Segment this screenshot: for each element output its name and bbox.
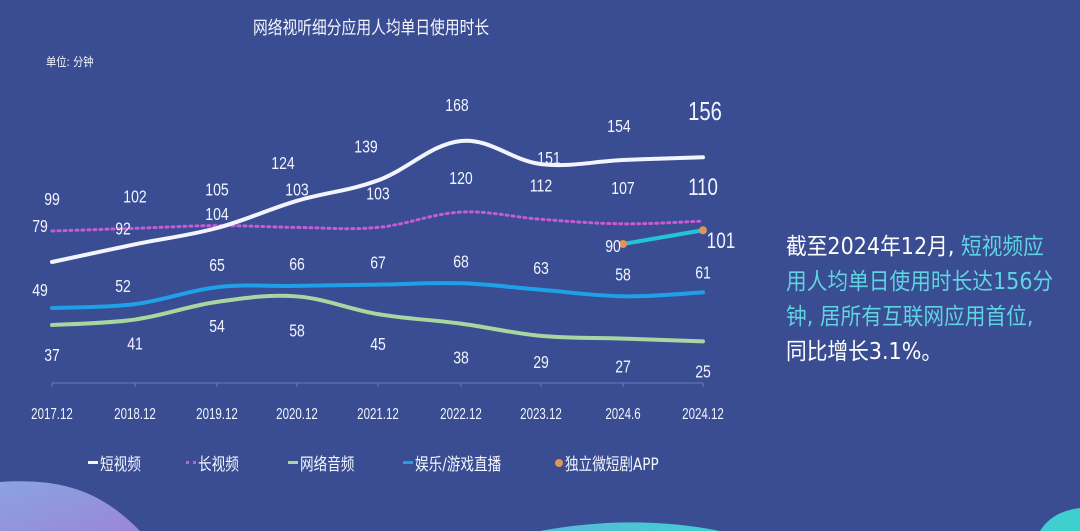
left-wave <box>0 481 140 531</box>
data-point-marker <box>619 240 627 248</box>
x-tick-label: 2022.12 <box>440 404 482 422</box>
x-tick-label: 2018.12 <box>114 404 156 422</box>
legend-item[interactable]: 长视频 <box>186 450 249 475</box>
callout-line-1: 截至2024年12月, 短视频应 <box>786 230 1056 265</box>
data-label: 101 <box>707 229 736 254</box>
series-line <box>50 210 705 233</box>
data-label: 45 <box>370 335 386 355</box>
chart-title: 网络视听细分应用人均单日使用时长 <box>253 18 490 39</box>
data-label: 92 <box>115 219 131 239</box>
callout-line-2: 用人均单日使用时长达156分 <box>786 269 1054 295</box>
series-line <box>50 293 705 344</box>
data-label: 68 <box>453 252 469 272</box>
x-tick-label: 2024.12 <box>682 404 724 422</box>
data-label: 103 <box>285 180 308 200</box>
data-label: 151 <box>537 148 560 168</box>
legend-swatch-icon <box>186 461 196 464</box>
legend-swatch-icon <box>403 461 413 464</box>
data-label: 61 <box>695 263 711 283</box>
legend-item[interactable]: 网络音频 <box>288 450 368 475</box>
data-label: 63 <box>533 258 549 278</box>
x-tick-label: 2017.12 <box>31 404 73 422</box>
data-label: 156 <box>688 97 722 126</box>
center-wave <box>540 522 720 531</box>
x-tick-label: 2023.12 <box>520 404 562 422</box>
series-line <box>621 228 705 246</box>
data-label: 168 <box>445 95 468 115</box>
data-label: 49 <box>32 280 48 300</box>
x-tick-label: 2019.12 <box>196 404 238 422</box>
legend-swatch-icon <box>555 458 563 467</box>
data-label: 37 <box>44 345 60 365</box>
data-label: 29 <box>533 352 549 372</box>
data-label: 41 <box>127 334 143 354</box>
legend-item[interactable]: 独立微短剧APP <box>555 450 682 475</box>
legend-label: 长视频 <box>198 455 239 475</box>
data-point-marker <box>699 226 707 235</box>
data-label: 105 <box>205 180 228 200</box>
data-label: 54 <box>209 316 225 336</box>
callout-line-3: 钟, 居所有互联网应用首位, <box>786 304 1034 330</box>
chart-legend: 短视频 长视频 网络音频 娱乐/游戏直播 独立微短剧APP <box>0 450 760 476</box>
x-tick-label: 2024.6 <box>605 404 640 422</box>
data-label: 90 <box>605 236 621 256</box>
data-label: 104 <box>205 204 228 224</box>
legend-label: 网络音频 <box>300 455 355 475</box>
callout-text: 截至2024年12月, 短视频应 用人均单日使用时长达156分 钟, 居所有互联… <box>786 230 1080 370</box>
data-label: 66 <box>289 254 305 274</box>
legend-label: 独立微短剧APP <box>565 455 659 475</box>
line-chart: 99 102 105 103 103 120 112 107 110 37 41 54 58 45 38 29… <box>31 95 736 422</box>
callout-highlight: 短视频应 <box>960 234 1044 260</box>
data-label: 65 <box>209 256 225 276</box>
data-label: 139 <box>354 137 377 157</box>
legend-swatch-icon <box>88 461 98 464</box>
right-wave <box>1040 508 1080 531</box>
data-label: 112 <box>530 176 552 196</box>
legend-item[interactable]: 短视频 <box>88 450 151 475</box>
x-tick-label: 2021.12 <box>357 404 399 422</box>
series-line <box>50 281 705 310</box>
data-label: 27 <box>615 357 631 377</box>
data-label: 67 <box>370 253 386 273</box>
unit-label: 单位: 分钟 <box>46 55 94 69</box>
data-label: 99 <box>44 189 60 209</box>
x-tick-label: 2020.12 <box>276 404 318 422</box>
legend-item[interactable]: 娱乐/游戏直播 <box>403 450 523 475</box>
data-label: 38 <box>453 348 469 368</box>
legend-label: 娱乐/游戏直播 <box>415 455 502 475</box>
data-label: 79 <box>32 216 48 236</box>
callout-line-4: 同比增长3.1%。 <box>786 339 943 365</box>
legend-swatch-icon <box>288 461 298 464</box>
data-label: 102 <box>123 187 146 207</box>
data-label: 52 <box>115 276 131 296</box>
callout-plain: 截至2024年12月, <box>786 234 961 260</box>
series-line <box>50 138 705 264</box>
data-label: 25 <box>695 362 711 382</box>
data-label: 124 <box>271 153 294 173</box>
data-label: 154 <box>607 116 630 136</box>
data-label: 58 <box>615 265 631 285</box>
data-label: 103 <box>366 184 389 204</box>
data-label: 120 <box>449 168 472 188</box>
data-label: 110 <box>688 174 718 201</box>
data-label: 107 <box>611 178 634 198</box>
legend-label: 短视频 <box>100 455 141 475</box>
data-label: 58 <box>289 321 305 341</box>
